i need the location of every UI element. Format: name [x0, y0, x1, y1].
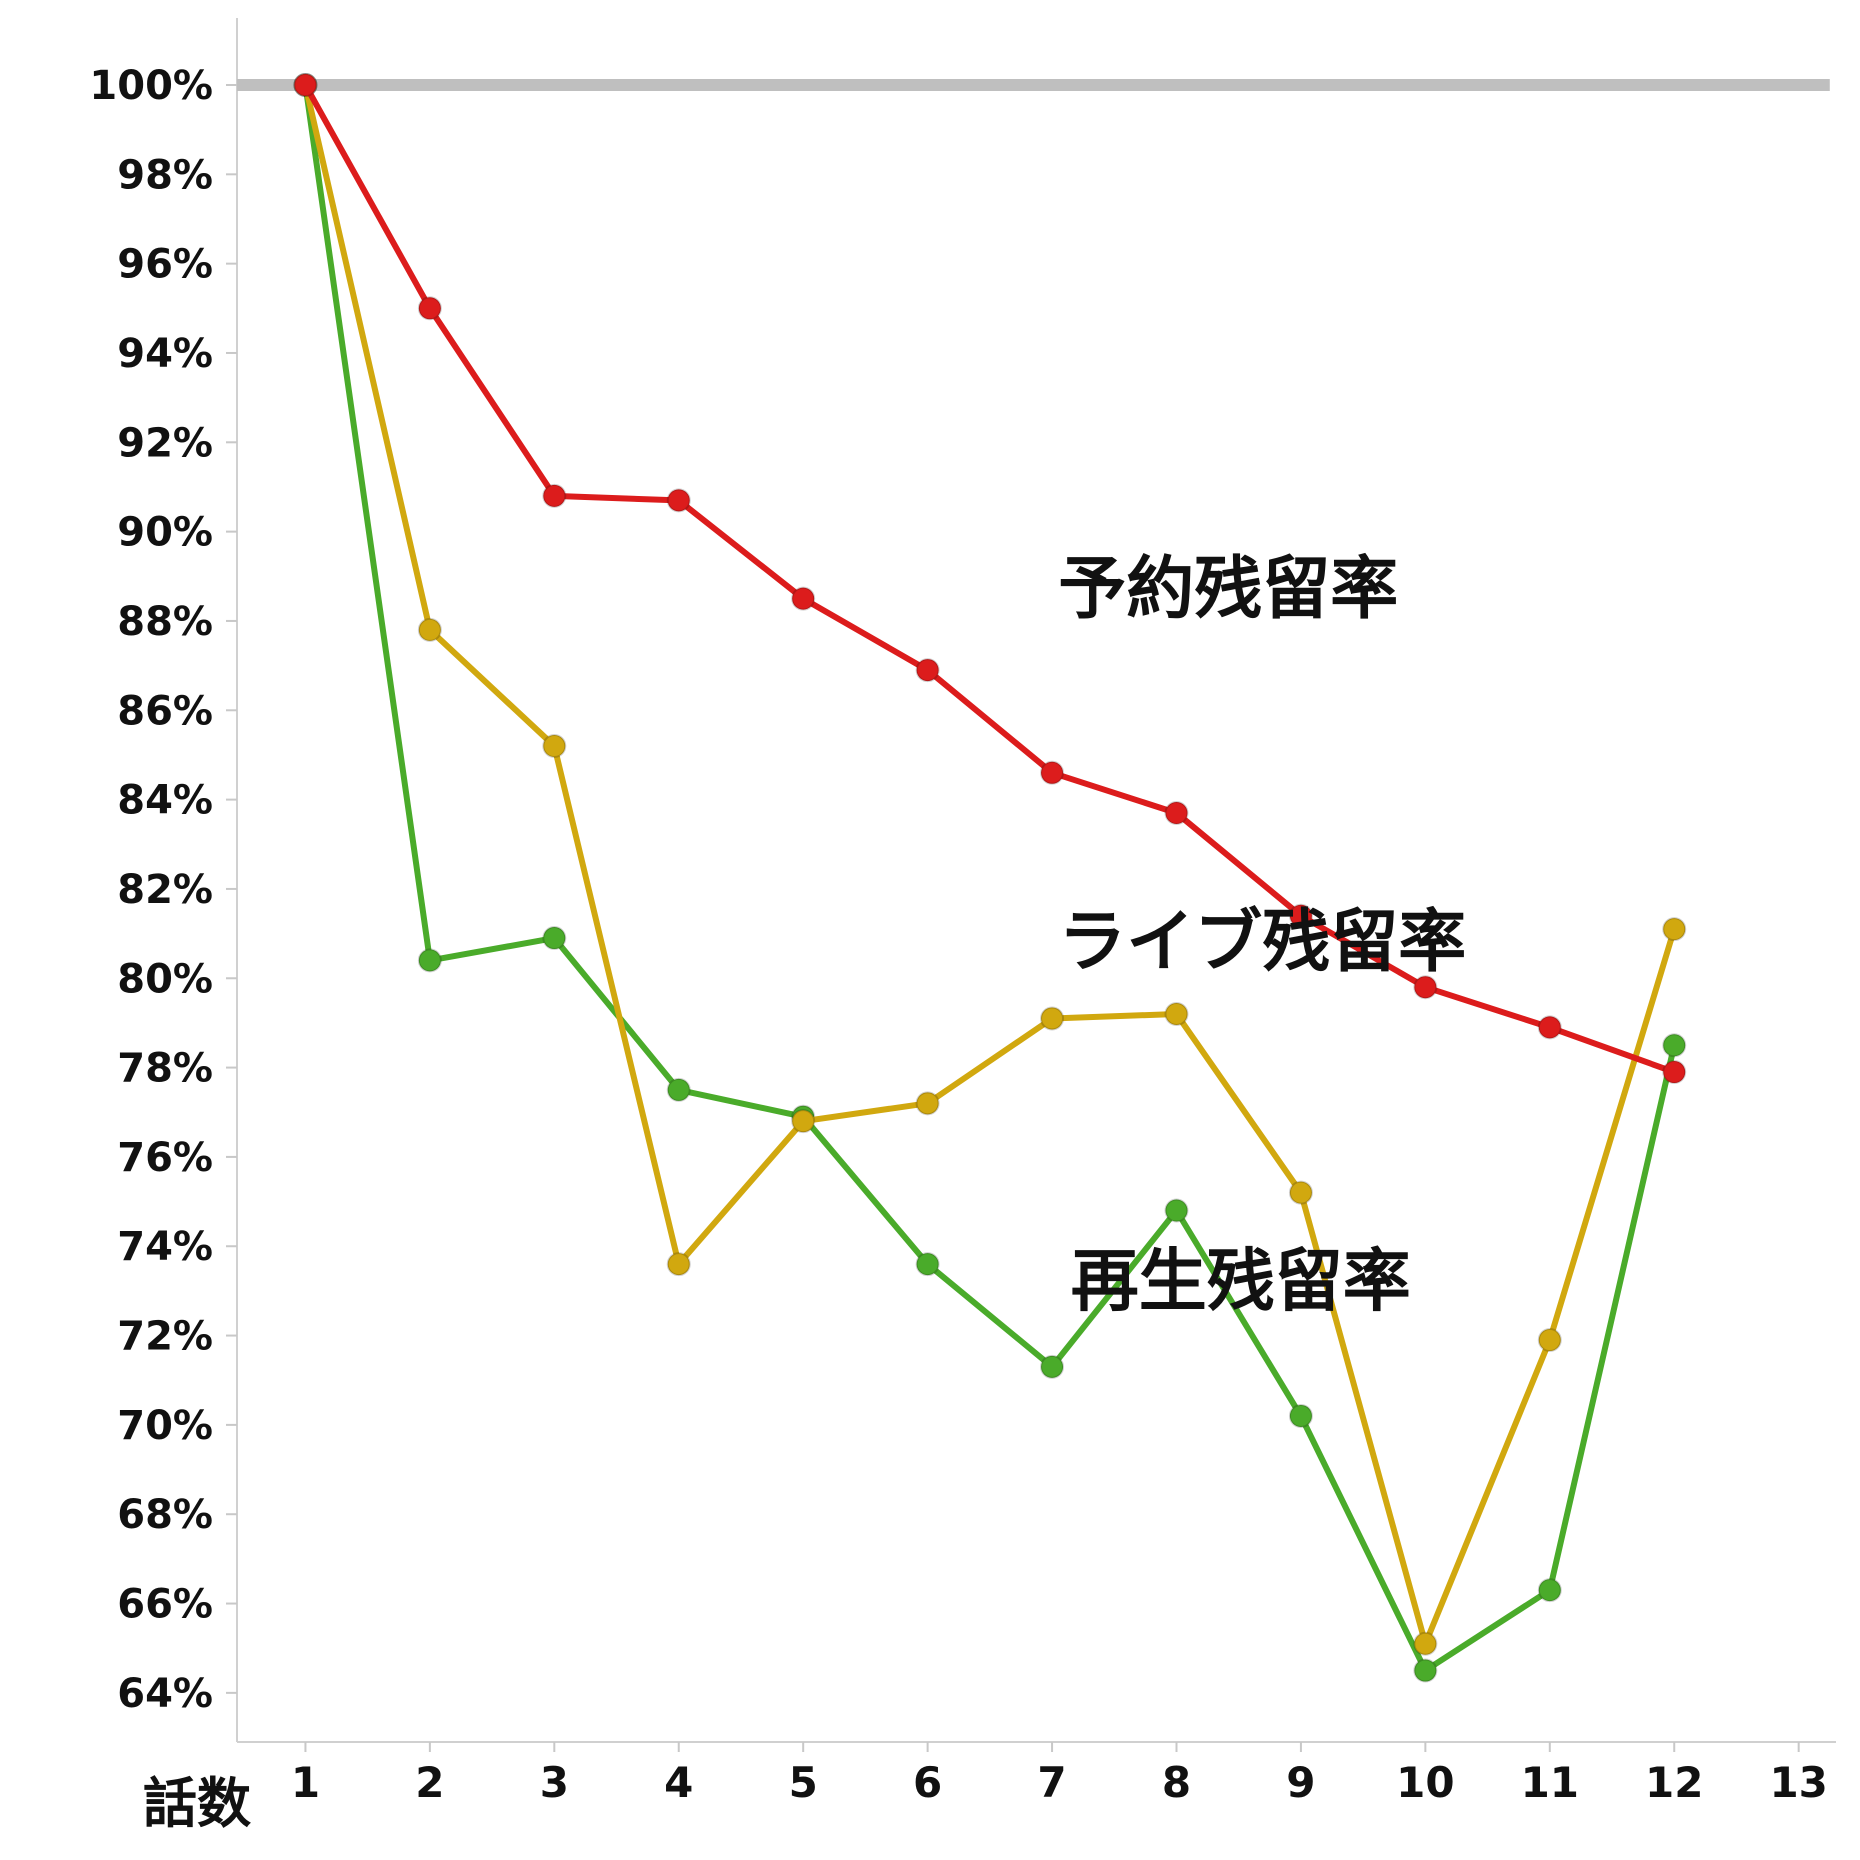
x-tick-label: 3 [540, 1758, 569, 1807]
series-line [302, 82, 1678, 1076]
data-point [1537, 1328, 1562, 1353]
y-tick-label: 82% [117, 867, 213, 913]
data-point [1288, 1180, 1313, 1205]
x-tick-label: 9 [1286, 1758, 1315, 1807]
data-point [791, 586, 816, 611]
y-tick-label: 84% [117, 778, 213, 824]
data-point [1164, 1001, 1189, 1026]
data-point [1288, 1403, 1313, 1428]
data-point [666, 1252, 691, 1277]
data-point [1413, 975, 1438, 1000]
data-point [1662, 917, 1687, 942]
series-3 [293, 72, 1687, 1085]
series-layer [293, 72, 1687, 1683]
y-tick-label: 72% [117, 1314, 213, 1360]
data-point [915, 1091, 940, 1116]
data-point [1413, 1658, 1438, 1683]
y-tick-label: 64% [117, 1671, 213, 1717]
x-axis-title: 話数 [143, 1772, 251, 1835]
x-tick-label: 5 [789, 1758, 818, 1807]
x-tick-label: 1 [291, 1758, 320, 1807]
data-point [1040, 760, 1065, 785]
x-tick-label: 8 [1162, 1758, 1191, 1807]
y-tick-label: 78% [117, 1046, 213, 1092]
x-tick-label: 2 [415, 1758, 444, 1807]
data-point [1662, 1033, 1687, 1058]
data-point [915, 1252, 940, 1277]
data-point [417, 617, 442, 642]
data-point [666, 488, 691, 513]
data-point [915, 658, 940, 683]
y-tick-label: 90% [117, 510, 213, 556]
x-tick-label: 13 [1769, 1758, 1827, 1807]
data-point [417, 948, 442, 973]
series-line [302, 82, 1678, 1647]
x-axis-ticks: 1 2 3 4 5 6 7 8 9 10 11 12 13 [291, 1742, 1828, 1807]
x-tick-label: 4 [664, 1758, 693, 1807]
y-tick-label: 76% [117, 1135, 213, 1181]
y-tick-label: 92% [117, 420, 213, 466]
y-tick-label: 98% [117, 152, 213, 198]
y-tick-label: 66% [117, 1582, 213, 1628]
series-label: ライブ残留率 [1058, 903, 1466, 982]
y-tick-label: 68% [117, 1492, 213, 1538]
series-line [302, 82, 1678, 1674]
data-point [1164, 1198, 1189, 1223]
y-axis-ticks: 100% 98% 96% 94% 92% 90% 88% 86% 84% 82% 80% 78% 76%… [89, 63, 237, 1717]
x-tick-label: 11 [1521, 1758, 1579, 1807]
series-1 [293, 72, 1687, 1683]
x-tick-label: 12 [1645, 1758, 1703, 1807]
data-point [1164, 801, 1189, 826]
data-point [791, 1109, 816, 1134]
y-tick-label: 86% [117, 688, 213, 734]
y-tick-label: 88% [117, 599, 213, 645]
y-tick-label: 80% [117, 956, 213, 1002]
x-tick-label: 6 [913, 1758, 942, 1807]
data-point [542, 734, 567, 759]
y-tick-label: 70% [117, 1403, 213, 1449]
data-point [1413, 1631, 1438, 1656]
x-tick-label: 10 [1396, 1758, 1454, 1807]
series-label: 予約残留率 [1058, 550, 1398, 629]
data-point [1040, 1006, 1065, 1031]
y-tick-label: 94% [117, 331, 213, 377]
data-point [1537, 1578, 1562, 1603]
y-tick-label: 96% [117, 242, 213, 288]
data-point [542, 483, 567, 508]
data-point [1537, 1015, 1562, 1040]
y-tick-label: 74% [117, 1224, 213, 1270]
data-point [666, 1077, 691, 1102]
series-2 [293, 72, 1687, 1656]
y-tick-label: 100% [89, 63, 213, 109]
data-point [417, 296, 442, 321]
data-point [1662, 1060, 1687, 1085]
data-point [542, 926, 567, 951]
data-point [1040, 1354, 1065, 1379]
series-label: 再生残留率 [1071, 1242, 1411, 1321]
data-point [293, 72, 318, 97]
data-point [1288, 903, 1313, 928]
x-tick-label: 7 [1037, 1758, 1066, 1807]
